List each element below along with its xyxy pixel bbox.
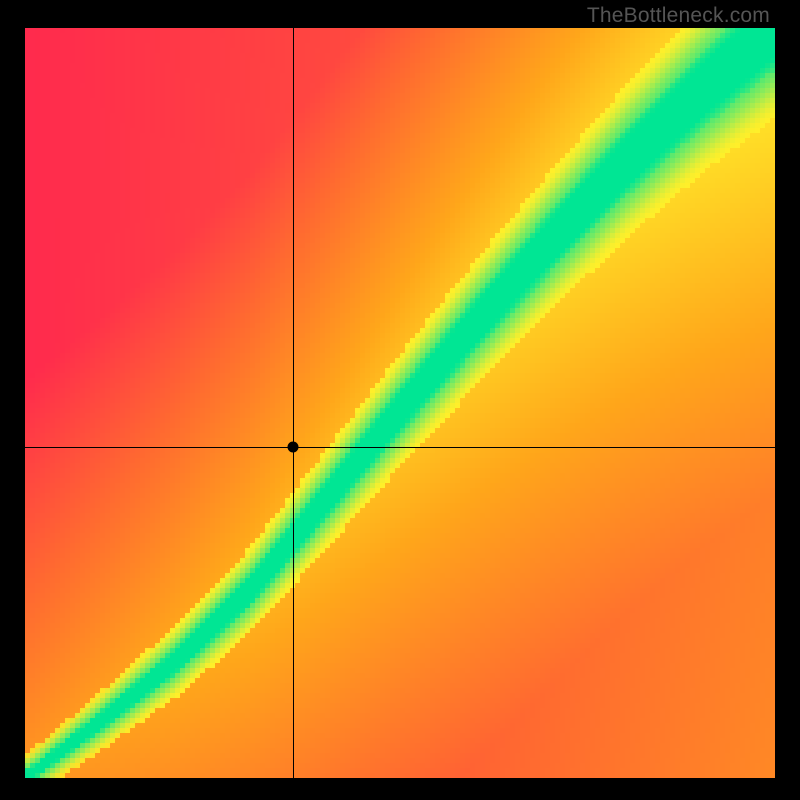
watermark-text: TheBottleneck.com [587,4,770,28]
crosshair-vertical [293,28,294,778]
heatmap-canvas [25,28,775,778]
crosshair-horizontal [25,447,775,448]
heatmap-plot [25,28,775,778]
data-point-marker [287,441,298,452]
